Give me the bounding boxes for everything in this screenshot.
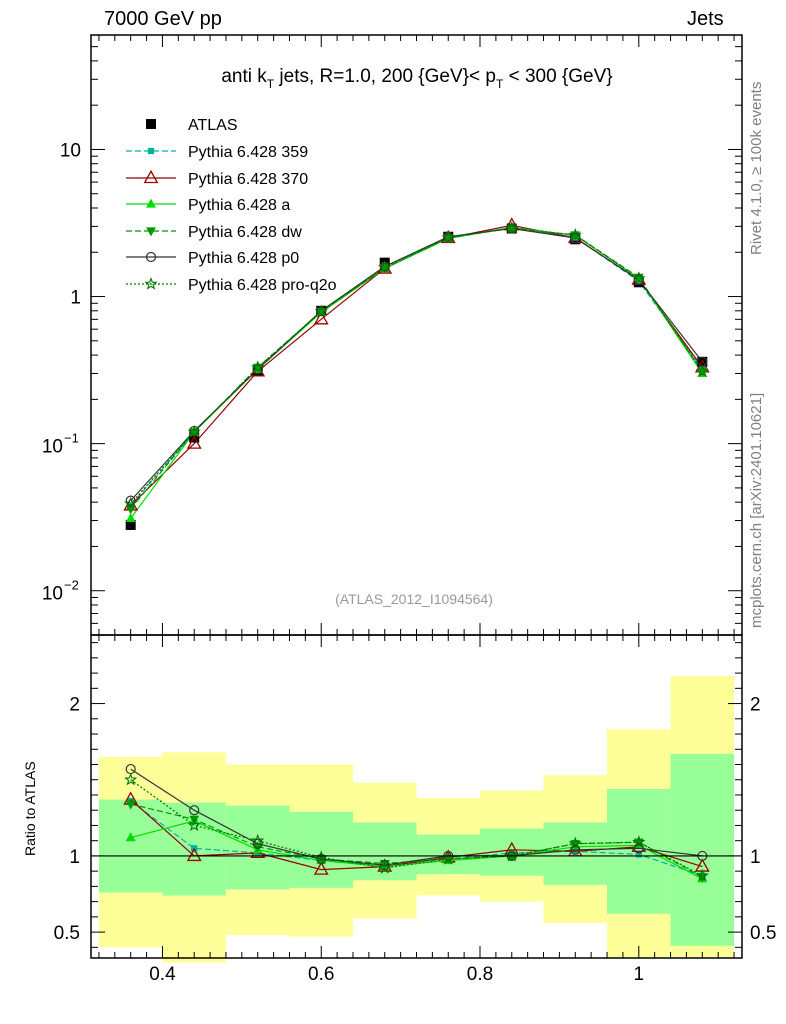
plot-title-part: jets, R=1.0, 200 {GeV}< p	[274, 66, 496, 87]
legend-label: Pythia 6.428 p0	[188, 250, 299, 267]
ratio-y-tick-label-right: 2	[750, 695, 761, 716]
plot-title-part: T	[496, 77, 504, 91]
x-tick-label: 0.8	[467, 964, 493, 985]
plot-title: anti kT jets, R=1.0, 200 {GeV}< pT < 300…	[221, 66, 612, 91]
ratio-y-tick-label: 2	[69, 695, 80, 716]
y-tick-label-exp: −2	[64, 578, 79, 593]
series-marker	[251, 360, 265, 373]
y-tick-label-base: 10	[42, 584, 63, 605]
legend-label: Pythia 6.428 pro-q2o	[188, 277, 337, 294]
ratio-series-marker	[251, 833, 265, 847]
series-marker	[570, 232, 581, 244]
series-marker	[187, 424, 201, 438]
ratio-band-inner-bin	[289, 811, 353, 888]
ratio-series-marker	[378, 861, 392, 874]
ratio-series-marker	[313, 861, 329, 875]
legend-label: Pythia 6.428 370	[188, 171, 308, 188]
ratio-series-marker	[635, 851, 642, 858]
legend-atlas-marker	[146, 119, 156, 129]
series-marker	[124, 496, 138, 510]
legend-marker	[146, 198, 156, 208]
ratio-series-marker	[570, 844, 581, 855]
ratio-series-marker	[505, 848, 519, 862]
ratio-series-marker	[187, 818, 201, 832]
ratio-y-tick-label: 1	[69, 847, 80, 868]
series-line	[130, 224, 703, 506]
x-tick-label: 0.6	[308, 964, 334, 985]
series-line	[130, 227, 703, 510]
series-marker	[252, 364, 263, 375]
ratio-series-marker	[379, 859, 390, 871]
ratio-y-tick-label-right: 1	[750, 847, 761, 868]
series-line	[130, 227, 703, 505]
atlas-data-point	[125, 519, 136, 530]
series-marker	[125, 495, 136, 506]
series-marker	[632, 271, 646, 284]
ratio-series-marker	[379, 859, 390, 869]
ratio-y-tick-label: 0.5	[54, 923, 80, 944]
series-marker	[313, 311, 329, 325]
legend-marker	[144, 276, 158, 290]
plot-title-part: anti k	[221, 66, 267, 87]
ratio-band-inner-bin	[98, 799, 163, 893]
y-tick-label-exp: −1	[64, 431, 79, 446]
series-marker	[314, 304, 328, 318]
legend-label: Pythia 6.428 359	[188, 144, 308, 161]
ratio-series-marker	[316, 853, 327, 865]
series-marker	[378, 260, 392, 273]
series-line	[130, 227, 703, 502]
legend-marker	[143, 169, 159, 184]
y-tick-label-base: 10	[42, 437, 63, 458]
series-marker	[125, 513, 136, 523]
series-marker	[633, 274, 644, 285]
series-marker	[695, 364, 709, 377]
header-right: Jets	[687, 8, 724, 30]
series-marker	[568, 227, 582, 241]
ratio-series-marker	[441, 852, 455, 865]
ratio-series-marker	[125, 832, 136, 842]
series-marker	[505, 221, 519, 234]
ratio-series-marker	[186, 847, 202, 862]
header-left: 7000 GeV pp	[104, 8, 222, 30]
legend-label: Pythia 6.428 a	[188, 197, 290, 214]
series-marker	[441, 230, 455, 244]
ratio-series-marker	[633, 843, 644, 854]
plot-title-part: T	[267, 77, 275, 91]
ratio-series-marker	[632, 835, 646, 848]
y-tick-label: 10	[60, 140, 81, 161]
legend-label: Pythia 6.428 dw	[188, 224, 302, 241]
legend-marker	[147, 147, 155, 155]
ratio-series-marker	[189, 805, 200, 816]
ratio-series-marker	[568, 836, 582, 850]
ratio-series-line	[130, 779, 703, 877]
series-marker	[186, 435, 202, 449]
legend-label: ATLAS	[188, 117, 238, 134]
x-tick-label: 1	[634, 964, 645, 985]
ratio-series-marker	[124, 772, 138, 786]
plot-title-part: < 300 {GeV}	[503, 66, 612, 87]
ratio-series-marker	[695, 868, 709, 882]
series-marker	[443, 234, 454, 244]
legend-marker	[145, 251, 157, 263]
y-tick-label: 1	[70, 288, 81, 309]
series-line	[130, 226, 703, 519]
x-tick-label: 0.4	[149, 964, 176, 985]
series-line	[130, 226, 703, 506]
legend-marker	[146, 227, 156, 237]
ratio-band-inner-bin	[670, 753, 735, 946]
analysis-watermark: (ATLAS_2012_I1094564)	[335, 591, 493, 607]
ratio-series-marker	[252, 838, 263, 849]
ratio-series-line	[130, 768, 703, 866]
ratio-y-tick-label-right: 0.5	[750, 923, 776, 944]
ratio-series-marker	[125, 800, 136, 810]
